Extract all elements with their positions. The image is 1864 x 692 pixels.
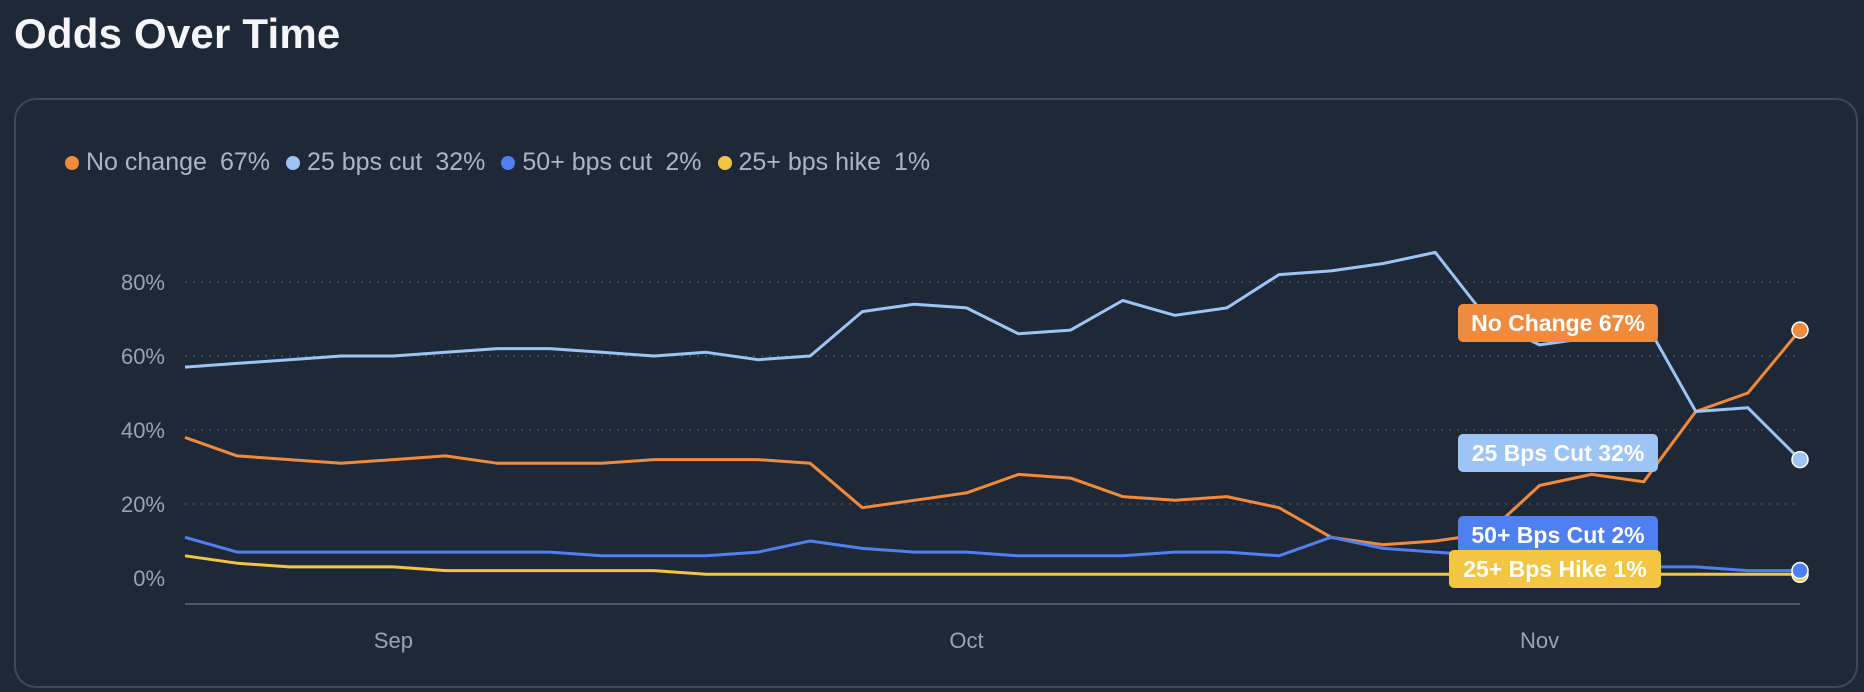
- legend-value: 2%: [665, 148, 702, 176]
- y-tick-label: 20%: [121, 492, 165, 517]
- end-label-tag: [1458, 516, 1658, 554]
- end-label-text: 50+ Bps Cut 2%: [1471, 522, 1644, 548]
- end-label-tag: [1458, 434, 1658, 472]
- end-label-text: 25+ Bps Hike 1%: [1463, 556, 1646, 582]
- series-end-dot: [1791, 450, 1809, 469]
- legend-item-25-bps-hike[interactable]: 25+ bps hike 1%: [717, 148, 931, 177]
- y-tick-label: 40%: [121, 418, 165, 443]
- y-tick-label: 80%: [121, 270, 165, 295]
- end-label-tag: [1458, 304, 1658, 342]
- axes: 0% 20% 40% 60% 80% Sep Oct Nov: [121, 270, 1800, 653]
- legend-value: 32%: [435, 148, 486, 176]
- legend-value: 67%: [219, 148, 270, 176]
- legend-item-25-bps-cut[interactable]: 25 bps cut 32%: [285, 148, 486, 177]
- legend-dot-25-bps-hike: [717, 155, 732, 170]
- series-end-dot: [1791, 561, 1809, 580]
- series-line-no-change: [184, 329, 1802, 547]
- legend-label: 25 bps cut: [306, 148, 423, 176]
- legend-value: 1%: [893, 148, 931, 176]
- legend-dot-50-bps-cut: [501, 155, 516, 170]
- legend-label: 25+ bps hike: [738, 148, 881, 176]
- x-tick-label: Oct: [949, 628, 983, 653]
- x-tick-label: Sep: [374, 628, 413, 653]
- end-label-text: 25 Bps Cut 32%: [1472, 440, 1645, 466]
- chart-card: No change 67% 25 bps cut 32% 50+ bps cut…: [14, 98, 1858, 688]
- y-tick-label: 60%: [121, 344, 165, 369]
- page-title: Odds Over Time: [14, 10, 341, 57]
- end-label-text: No Change 67%: [1471, 310, 1645, 336]
- end-labels: No Change 67% 25 Bps Cut 32% 50+ Bps Cut 2…: [1449, 304, 1661, 588]
- legend-dot-25-bps-cut: [285, 155, 300, 170]
- legend-label: 50+ bps cut: [522, 148, 653, 176]
- x-tick-label: Nov: [1520, 628, 1559, 653]
- legend-dot-no-change: [65, 155, 79, 170]
- series-line-25-bps-cut: [184, 250, 1802, 461]
- legend-item-50-bps-cut[interactable]: 50+ bps cut 2%: [501, 148, 702, 177]
- chart-legend: No change 67% 25 bps cut 32% 50+ bps cut…: [65, 148, 930, 177]
- series-end-dot: [1791, 321, 1809, 339]
- grid-lines: [185, 281, 1800, 505]
- y-tick-label: 0%: [133, 566, 165, 591]
- end-label-tag: [1449, 550, 1661, 588]
- legend-label: No change: [86, 148, 207, 176]
- legend-item-no-change[interactable]: No change 67%: [65, 148, 270, 177]
